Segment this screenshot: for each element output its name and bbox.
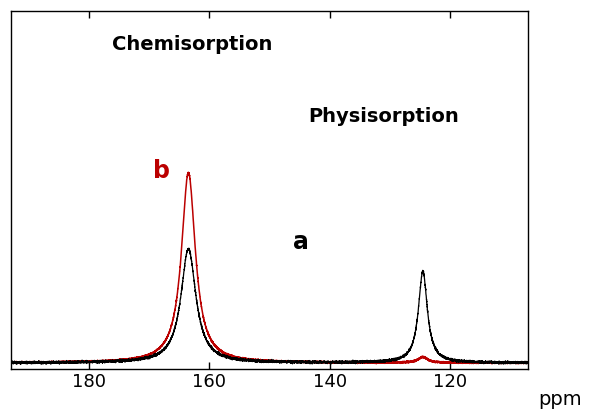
Text: Physisorption: Physisorption (308, 107, 459, 125)
Text: b: b (153, 159, 169, 183)
Text: a: a (292, 230, 308, 254)
Text: ppm: ppm (539, 390, 582, 409)
Text: Chemisorption: Chemisorption (112, 35, 272, 54)
